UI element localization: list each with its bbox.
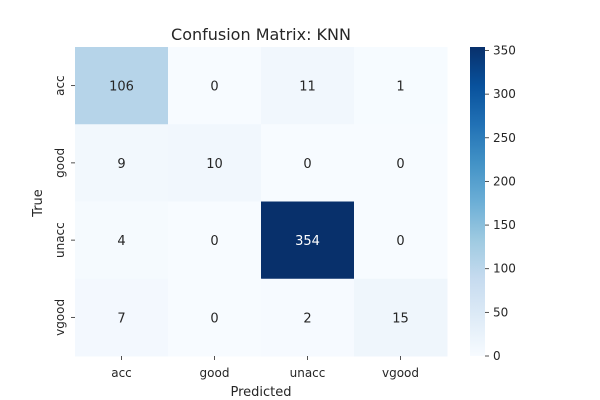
cell-value-label-3-0: 7	[117, 311, 125, 326]
colorbar-tick-label-6: 300	[493, 87, 516, 101]
x-tick-label-0: acc	[111, 366, 132, 380]
heatmap-cell-0-1	[168, 47, 262, 125]
y-axis: acc good unacc vgood	[53, 75, 75, 336]
chart-title: Confusion Matrix: KNN	[171, 25, 351, 44]
heatmap-cell-2-0	[75, 201, 169, 280]
heatmap-cell-3-0	[75, 278, 169, 357]
x-tick-label-2: unacc	[290, 366, 326, 380]
cell-value-label-1-2: 0	[303, 157, 311, 172]
colorbar-tick-label-0: 0	[493, 349, 501, 363]
heatmap-cell-3-2	[261, 278, 355, 357]
cell-value-label-2-2: 354	[295, 234, 320, 249]
heatmap-cells: 106 0 11 19 10 0 04 0 354 07 0 2 15	[75, 47, 448, 357]
cell-value-label-0-1: 0	[210, 80, 218, 95]
heatmap-cell-1-0	[75, 124, 169, 202]
heatmap-cell-0-3	[354, 47, 448, 125]
colorbar-tick-label-2: 100	[493, 262, 516, 276]
heatmap-cell-3-1	[168, 278, 262, 357]
heatmap-cell-1-3	[354, 124, 448, 202]
heatmap-cell-2-3	[354, 201, 448, 280]
x-tick-label-1: good	[200, 366, 230, 380]
colorbar-tick-label-1: 50	[493, 305, 508, 319]
heatmap-cell-2-2	[261, 201, 355, 280]
cell-value-label-1-1: 10	[206, 157, 223, 172]
y-tick-label-0: acc	[53, 75, 67, 96]
cell-value-label-3-1: 0	[210, 311, 218, 326]
x-axis-label: Predicted	[230, 385, 291, 400]
colorbar-tick-label-7: 350	[493, 43, 516, 57]
heatmap-cell-0-2	[261, 47, 355, 125]
colorbar-tick-label-3: 150	[493, 218, 516, 232]
cell-value-label-1-3: 0	[396, 157, 404, 172]
cell-value-label-2-1: 0	[210, 234, 218, 249]
heatmap-cell-2-1	[168, 201, 262, 280]
cell-value-label-0-3: 1	[396, 80, 404, 95]
colorbar-gradient	[470, 47, 485, 356]
colorbar: 0 50 100 150 200 250 300 350	[470, 43, 516, 363]
x-tick-label-3: vgood	[382, 366, 419, 380]
x-axis: acc good unacc vgood	[111, 356, 419, 380]
cell-value-label-0-2: 11	[299, 80, 316, 95]
cell-value-label-1-0: 9	[117, 157, 125, 172]
cell-value-label-2-0: 4	[117, 234, 125, 249]
cell-value-label-0-0: 106	[109, 80, 134, 95]
colorbar-tick-label-4: 200	[493, 174, 516, 188]
y-tick-label-2: unacc	[53, 222, 67, 258]
y-tick-label-1: good	[53, 148, 67, 178]
cell-value-label-3-2: 2	[303, 311, 311, 326]
heatmap-cell-1-2	[261, 124, 355, 202]
cell-value-label-3-3: 15	[392, 311, 409, 326]
cell-value-label-2-3: 0	[396, 234, 404, 249]
heatmap-cell-1-1	[168, 124, 262, 202]
colorbar-tick-label-5: 250	[493, 131, 516, 145]
heatmap-cell-0-0	[75, 47, 169, 125]
heatmap-cell-3-3	[354, 278, 448, 357]
y-tick-label-3: vgood	[53, 299, 67, 336]
y-axis-label: True	[31, 189, 46, 218]
